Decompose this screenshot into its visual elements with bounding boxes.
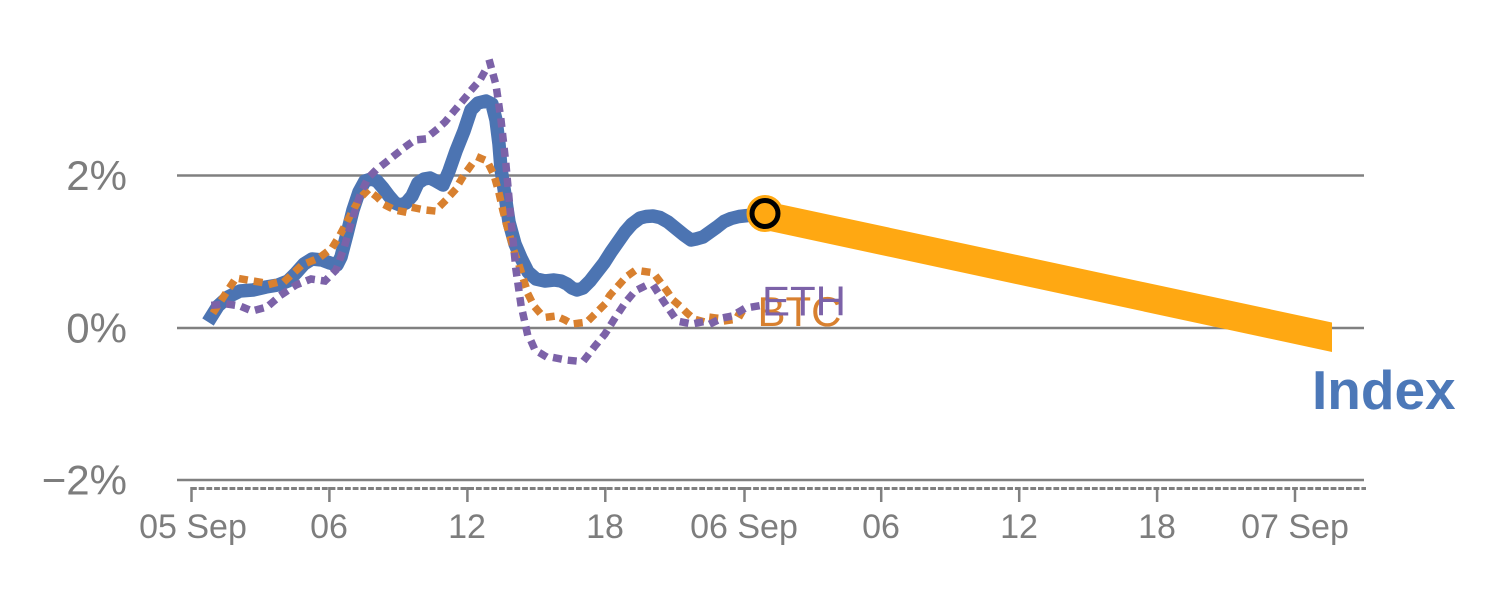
svg-text:−2%: −2% <box>42 457 127 504</box>
svg-text:06 Sep: 06 Sep <box>690 508 798 546</box>
svg-text:BTC: BTC <box>758 288 842 335</box>
svg-text:05 Sep: 05 Sep <box>139 508 247 546</box>
svg-text:06: 06 <box>310 508 348 546</box>
svg-text:12: 12 <box>1000 508 1038 546</box>
svg-text:06: 06 <box>862 508 900 546</box>
svg-text:18: 18 <box>586 508 624 546</box>
svg-text:12: 12 <box>448 508 486 546</box>
svg-text:2%: 2% <box>66 152 127 199</box>
svg-text:18: 18 <box>1138 508 1176 546</box>
svg-text:Index: Index <box>1312 359 1456 421</box>
svg-text:07 Sep: 07 Sep <box>1241 508 1349 546</box>
svg-text:ETH: ETH <box>762 278 846 325</box>
svg-text:0%: 0% <box>66 305 127 352</box>
